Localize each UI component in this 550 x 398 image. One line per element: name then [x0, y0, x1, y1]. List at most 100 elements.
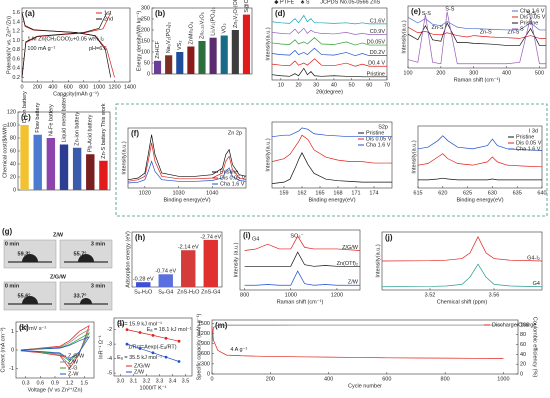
x-tick-label: 159 [279, 190, 288, 196]
bar [86, 154, 95, 190]
plot-frame [271, 7, 388, 81]
series-label: Zn(OTf)₂ [337, 261, 358, 267]
series-line [271, 14, 387, 25]
plot-frame [417, 125, 543, 189]
plot-frame [21, 7, 131, 83]
legend-label: 1st [104, 10, 112, 16]
x-tick-label: 3.5 [182, 378, 190, 384]
panel-f-frame [115, 103, 548, 217]
y-tick-label: 300 [201, 361, 210, 367]
category-label: VS₂ [177, 41, 183, 50]
image-text: 0 min [5, 241, 20, 247]
plot-frame [271, 121, 393, 189]
y2-tick-label: 80 [520, 332, 526, 338]
panel-label: (i) [243, 231, 251, 240]
annotation: Zn-S [507, 29, 519, 35]
legend-label: Z-G/W [68, 353, 85, 359]
bar [209, 37, 217, 74]
bar [242, 14, 250, 75]
x-tick-label: 0 [20, 84, 23, 90]
x-tick-label: 3.2 [143, 378, 151, 384]
category-label: ZnHCF [155, 40, 161, 58]
series-line [381, 263, 543, 288]
y-tick-label: 50 [144, 60, 150, 66]
x-axis-title: Cycle number [348, 383, 382, 389]
series-line [127, 134, 247, 181]
image-text: 59.3° [18, 251, 31, 257]
image-text: 0 min [5, 283, 20, 289]
y-tick-label: 80 [10, 135, 16, 141]
annotation: Zn-S [480, 29, 492, 35]
x-axis-title: Binding energy(eV) [308, 197, 355, 203]
legend-label: Pristine [366, 130, 384, 136]
x-tick-label: 0.9 [51, 380, 59, 386]
category-label: S@CNTs-50 This work [244, 0, 250, 13]
y-axis-title: Intensity(a.u.) [265, 138, 271, 171]
y-tick-label: 60 [10, 148, 16, 154]
series-line [271, 58, 387, 67]
series-line [417, 153, 543, 168]
category-label: ZnS-G4 [201, 289, 220, 295]
series-line [244, 270, 360, 286]
y-tick-label: 1500 [198, 321, 210, 327]
y-tick-label: 1200 [198, 331, 210, 337]
series-line [271, 37, 387, 46]
x-tick-label: 0.6 [37, 380, 45, 386]
category-label: Liquid metal battery [61, 94, 67, 142]
y2-tick-label: 40 [520, 352, 526, 358]
annotation: S-S [527, 11, 537, 17]
x-tick-label: 1200 [331, 292, 343, 298]
plot-frame [131, 231, 223, 288]
y-tick-label: 1 [11, 329, 14, 335]
x-tick-label: 615 [413, 190, 422, 196]
x-tick-label: 40 [331, 82, 337, 88]
category-label: Ni-Fe battery [48, 104, 54, 136]
category-label: VO₂ [222, 23, 228, 33]
x-axis-title: 1000/T K⁻¹ [140, 385, 167, 391]
x-axis-title: Raman shift (cm⁻¹) [454, 77, 501, 83]
y-tick-label: 0.4 [12, 66, 20, 72]
series-line [271, 152, 392, 184]
x-tick-label: 100 [403, 70, 412, 76]
annotation: 1 M Zn(CH₃COO)₂+0.05 wt% I₂ [27, 37, 104, 43]
series-label: D0.2V [370, 50, 386, 56]
x-tick-label: 3.56 [489, 292, 500, 298]
bar [231, 30, 239, 74]
y-axis-title: Current (mA cm⁻²) [0, 327, 6, 372]
annotation: Eₐ = 15.9 kJ mol⁻¹ [117, 321, 162, 327]
legend-label: Z/W [68, 359, 79, 365]
legend-label: Dis 0.05 V [366, 136, 392, 142]
series-label: D0.05V [367, 40, 386, 46]
legend-label: Pristine [520, 20, 538, 26]
x-tick-label: 1.2 [66, 380, 74, 386]
bar [33, 134, 42, 190]
category-label: Flow battery [35, 103, 41, 133]
x-tick-label: 800 [79, 84, 88, 90]
y-tick-label: 20 [10, 174, 16, 180]
y-axis-title: Specific capacity (mAh g⁻¹) [196, 313, 202, 380]
series-line [271, 127, 392, 138]
legend-label: Cha 1.6 V [220, 181, 245, 187]
x-tick-label: 3.4 [169, 378, 177, 384]
y-tick-label: 0 [147, 71, 150, 77]
series-label: C0.9V [370, 29, 386, 35]
panel-label: (b) [155, 9, 166, 18]
series-label: Z/G/W [342, 245, 359, 251]
y2-axis-title: Coulombic efficiency (%) [532, 317, 538, 378]
x-tick-label: 625 [463, 190, 472, 196]
category-label: Zn-S battery This work [101, 103, 107, 158]
bar [46, 138, 56, 190]
series-line [271, 67, 387, 78]
series-label: Z/W [348, 280, 359, 286]
x-tick-label: 3.0 [117, 378, 125, 384]
annotation: 4 A g⁻¹ [230, 347, 247, 353]
panel-label: (c) [21, 113, 31, 122]
series-line [21, 12, 112, 78]
panel-label: (f) [131, 129, 139, 138]
series-line [20, 324, 90, 370]
series-line [407, 16, 546, 31]
image-text: 33.7° [74, 293, 87, 299]
value-label: -2.74 eV [200, 234, 221, 240]
category-label: Na₃V₂(PO₄)₃ [166, 22, 172, 53]
category-label: S₈-H₂O [134, 289, 153, 295]
